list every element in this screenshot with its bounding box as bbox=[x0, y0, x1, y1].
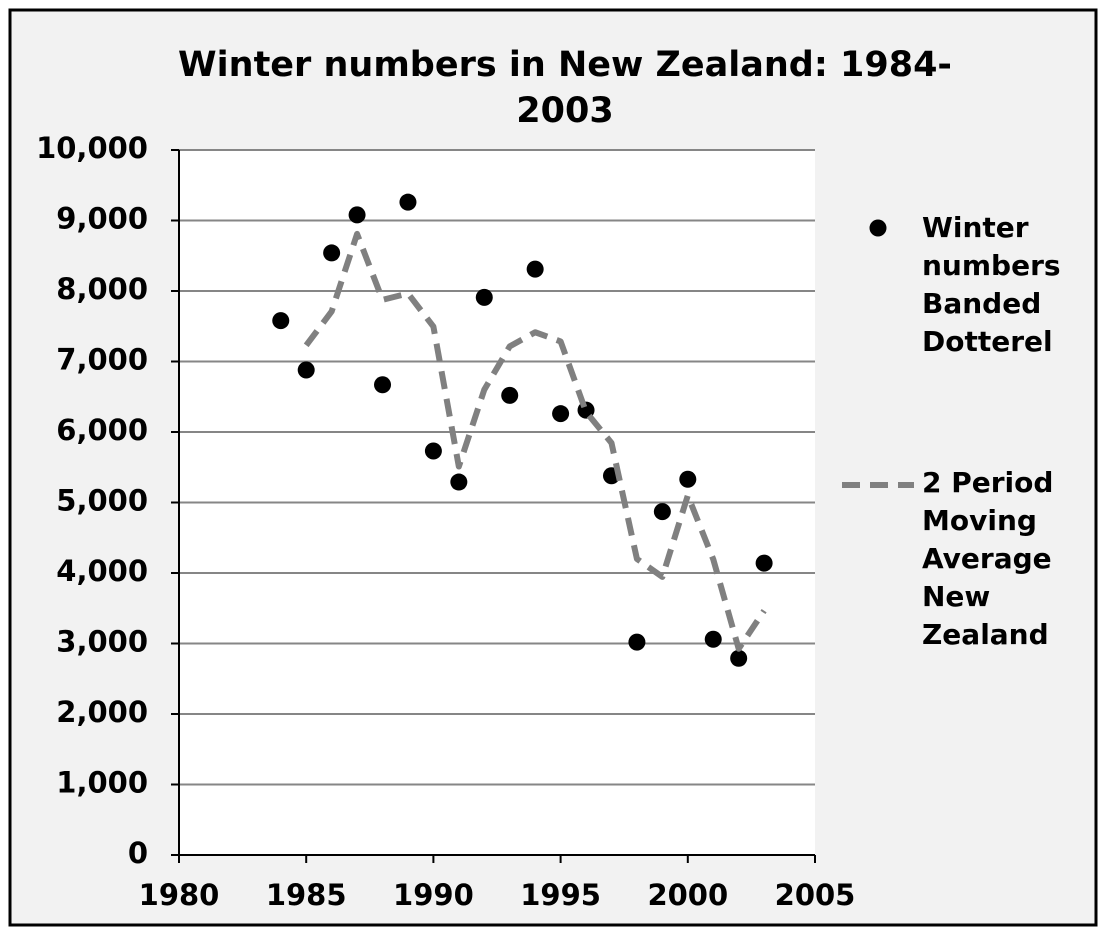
data-point bbox=[679, 470, 697, 488]
x-tick-label: 2000 bbox=[647, 878, 728, 912]
data-point bbox=[730, 649, 748, 667]
x-tick-label: 2005 bbox=[775, 878, 856, 912]
y-tick-label: 1,000 bbox=[56, 766, 148, 800]
data-point bbox=[552, 405, 570, 423]
data-point bbox=[704, 630, 722, 648]
data-point bbox=[653, 503, 671, 521]
legend-marker bbox=[869, 219, 887, 237]
data-point bbox=[272, 312, 290, 330]
y-tick-label: 8,000 bbox=[56, 272, 148, 306]
moving-average-line bbox=[303, 230, 767, 652]
data-point bbox=[526, 260, 544, 278]
y-tick-label: 7,000 bbox=[56, 343, 148, 377]
data-point bbox=[348, 206, 366, 224]
y-tick-label: 5,000 bbox=[56, 484, 148, 518]
legend-label: Winter numbers Banded Dotterel bbox=[922, 211, 1061, 358]
x-tick-label: 1985 bbox=[266, 878, 347, 912]
data-point bbox=[399, 193, 417, 211]
data-point bbox=[475, 288, 493, 306]
y-tick-label: 4,000 bbox=[56, 554, 148, 588]
x-tick-label: 1980 bbox=[139, 878, 220, 912]
y-tick-label: 0 bbox=[128, 836, 148, 870]
chart-title: Winter numbers in New Zealand: 1984-2003 bbox=[178, 45, 952, 131]
data-point bbox=[501, 386, 519, 404]
y-tick-label: 9,000 bbox=[56, 202, 148, 236]
x-tick-label: 1990 bbox=[393, 878, 474, 912]
y-tick-label: 6,000 bbox=[56, 413, 148, 447]
y-tick-label: 2,000 bbox=[56, 695, 148, 729]
data-point bbox=[450, 473, 468, 491]
y-tick-label: 3,000 bbox=[56, 625, 148, 659]
data-point bbox=[628, 633, 646, 651]
data-point bbox=[323, 244, 341, 262]
data-point bbox=[374, 376, 392, 394]
x-tick-label: 1995 bbox=[520, 878, 601, 912]
data-point bbox=[755, 554, 773, 572]
data-point bbox=[424, 442, 442, 460]
legend-label: 2 Period Moving Average New Zealand bbox=[922, 466, 1054, 651]
y-tick-label: 10,000 bbox=[36, 131, 148, 165]
data-point bbox=[297, 361, 315, 379]
